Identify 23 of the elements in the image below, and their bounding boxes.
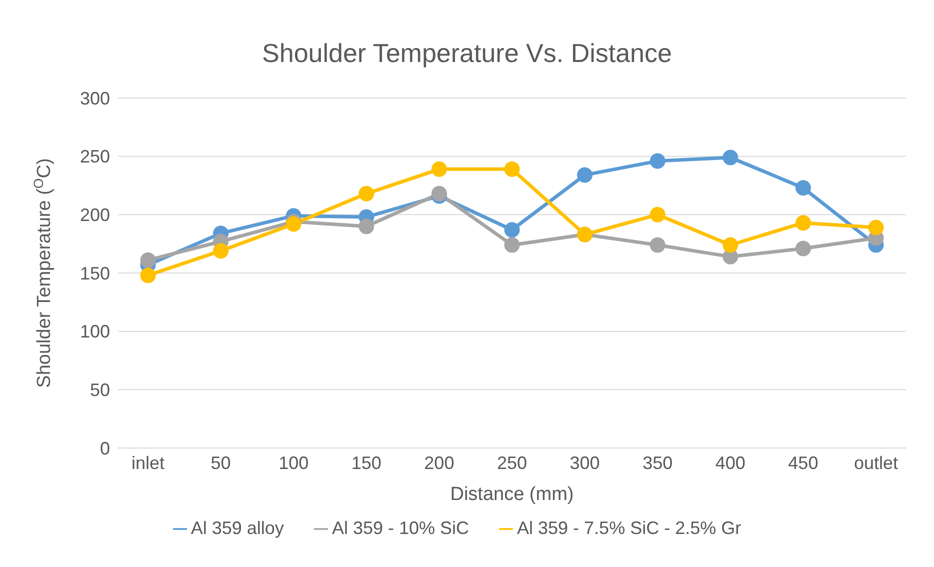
x-axis-title: Distance (mm) [450, 484, 574, 505]
x-tick-label: 300 [570, 452, 600, 473]
y-tick-label: 150 [80, 263, 110, 284]
x-tick-label: 100 [278, 452, 309, 473]
legend-label: Al 359 - 7.5% SiC - 2.5% Gr [517, 518, 742, 538]
x-tick-label: 200 [424, 452, 454, 473]
y-tick-label: 250 [80, 146, 110, 167]
x-tick-label: 50 [210, 452, 231, 473]
legend-label: Al 359 - 10% SiC [332, 518, 470, 538]
y-tick-label: 300 [80, 88, 110, 108]
y-tick-label: 100 [80, 322, 110, 342]
y-tick-label: 200 [80, 205, 110, 226]
x-tick-label: 350 [642, 452, 673, 473]
x-tick-label: outlet [854, 452, 898, 473]
x-tick-label: 150 [351, 452, 382, 473]
x-tick-label: inlet [131, 452, 165, 473]
legend-label: Al 359 alloy [190, 518, 284, 538]
chart-title: Shoulder Temperature Vs. Distance [261, 38, 673, 69]
x-tick-label: 450 [788, 452, 818, 473]
y-tick-label: 50 [90, 380, 110, 400]
x-tick-label: 250 [496, 452, 528, 473]
y-tick-label: 0 [100, 438, 110, 458]
x-tick-label: 400 [715, 452, 746, 473]
